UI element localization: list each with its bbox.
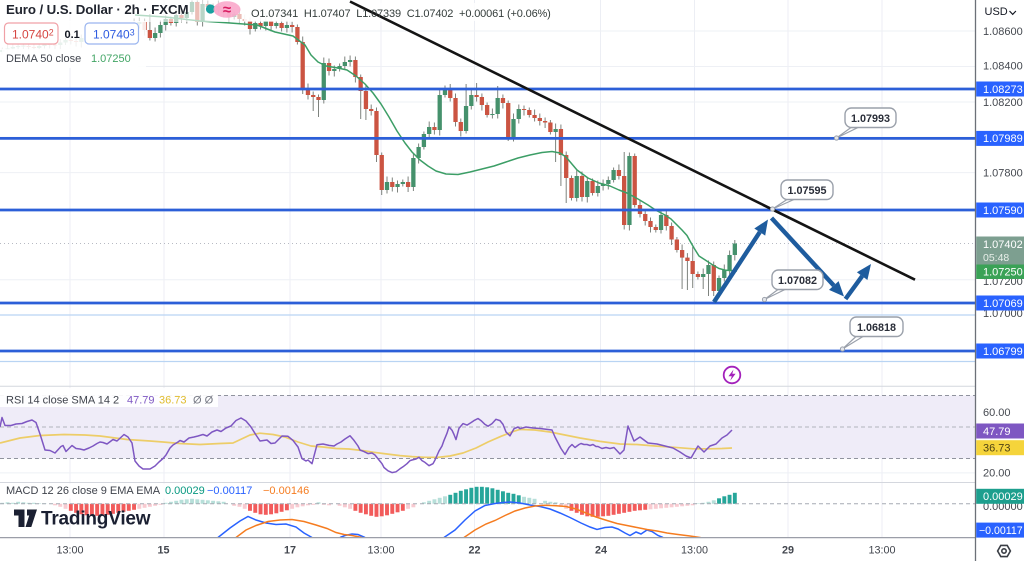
svg-text:47.79: 47.79 bbox=[983, 426, 1011, 438]
svg-text:13:00: 13:00 bbox=[681, 545, 708, 557]
svg-text:1.07250: 1.07250 bbox=[91, 53, 131, 65]
svg-text:13:00: 13:00 bbox=[868, 545, 895, 557]
svg-text:17: 17 bbox=[284, 545, 296, 557]
svg-text:1.07989: 1.07989 bbox=[983, 133, 1023, 145]
svg-text:−0.00117: −0.00117 bbox=[979, 525, 1023, 537]
svg-text:1.07403: 1.07403 bbox=[93, 28, 135, 42]
svg-text:1.08600: 1.08600 bbox=[983, 26, 1023, 38]
svg-text:1.07800: 1.07800 bbox=[983, 167, 1023, 179]
svg-text:1.08200: 1.08200 bbox=[983, 97, 1023, 109]
svg-text:TradingView: TradingView bbox=[41, 509, 151, 530]
svg-text:1.07595: 1.07595 bbox=[787, 185, 826, 197]
svg-text:0.1: 0.1 bbox=[65, 29, 80, 41]
svg-text:0.00029: 0.00029 bbox=[983, 491, 1023, 503]
svg-text:−0.00117: −0.00117 bbox=[207, 485, 252, 497]
svg-text:O1.07341 H1.07407 L1.07339: O1.07341 H1.07407 L1.07339 C1.07402 +0.0… bbox=[251, 8, 551, 20]
svg-text:RSI 14 close SMA 14 2: RSI 14 close SMA 14 2 bbox=[6, 395, 119, 407]
svg-text:1.07250: 1.07250 bbox=[983, 267, 1023, 279]
svg-text:≈: ≈ bbox=[223, 2, 231, 19]
svg-text:60.00: 60.00 bbox=[983, 407, 1011, 419]
svg-text:29: 29 bbox=[782, 545, 794, 557]
svg-text:MACD 12 26 close 9 EMA EMA: MACD 12 26 close 9 EMA EMA bbox=[6, 485, 161, 497]
svg-text:DEMA 50 close: DEMA 50 close bbox=[6, 53, 81, 65]
svg-text:36.73: 36.73 bbox=[983, 443, 1011, 455]
svg-text:USD: USD bbox=[985, 6, 1008, 18]
svg-text:1.07402: 1.07402 bbox=[983, 239, 1023, 251]
svg-text:47.79: 47.79 bbox=[127, 395, 155, 407]
svg-text:1.06799: 1.06799 bbox=[983, 346, 1023, 358]
svg-text:20.00: 20.00 bbox=[983, 468, 1011, 480]
svg-text:13:00: 13:00 bbox=[367, 545, 394, 557]
svg-text:24: 24 bbox=[595, 545, 607, 557]
svg-text:0.00029: 0.00029 bbox=[165, 485, 205, 497]
svg-text:1.07590: 1.07590 bbox=[983, 205, 1023, 217]
svg-text:1.07402: 1.07402 bbox=[12, 28, 54, 42]
svg-text:05:48: 05:48 bbox=[983, 252, 1009, 264]
svg-text:1.07993: 1.07993 bbox=[851, 113, 890, 125]
svg-text:1.07069: 1.07069 bbox=[983, 298, 1023, 310]
svg-text:15: 15 bbox=[157, 545, 169, 557]
svg-text:1.07000: 1.07000 bbox=[983, 308, 1023, 320]
svg-text:1.08400: 1.08400 bbox=[983, 60, 1023, 72]
svg-text:Euro / U.S. Dollar · 2h · FXCM: Euro / U.S. Dollar · 2h · FXCM bbox=[6, 2, 188, 17]
svg-text:13:00: 13:00 bbox=[56, 545, 83, 557]
svg-text:Ø Ø: Ø Ø bbox=[193, 395, 214, 407]
svg-text:36.73: 36.73 bbox=[159, 395, 187, 407]
svg-text:1.07082: 1.07082 bbox=[778, 275, 817, 287]
svg-text:−0.00146: −0.00146 bbox=[263, 485, 309, 497]
svg-text:1.06818: 1.06818 bbox=[857, 322, 896, 334]
svg-text:1.08273: 1.08273 bbox=[983, 84, 1023, 96]
svg-text:22: 22 bbox=[468, 545, 480, 557]
